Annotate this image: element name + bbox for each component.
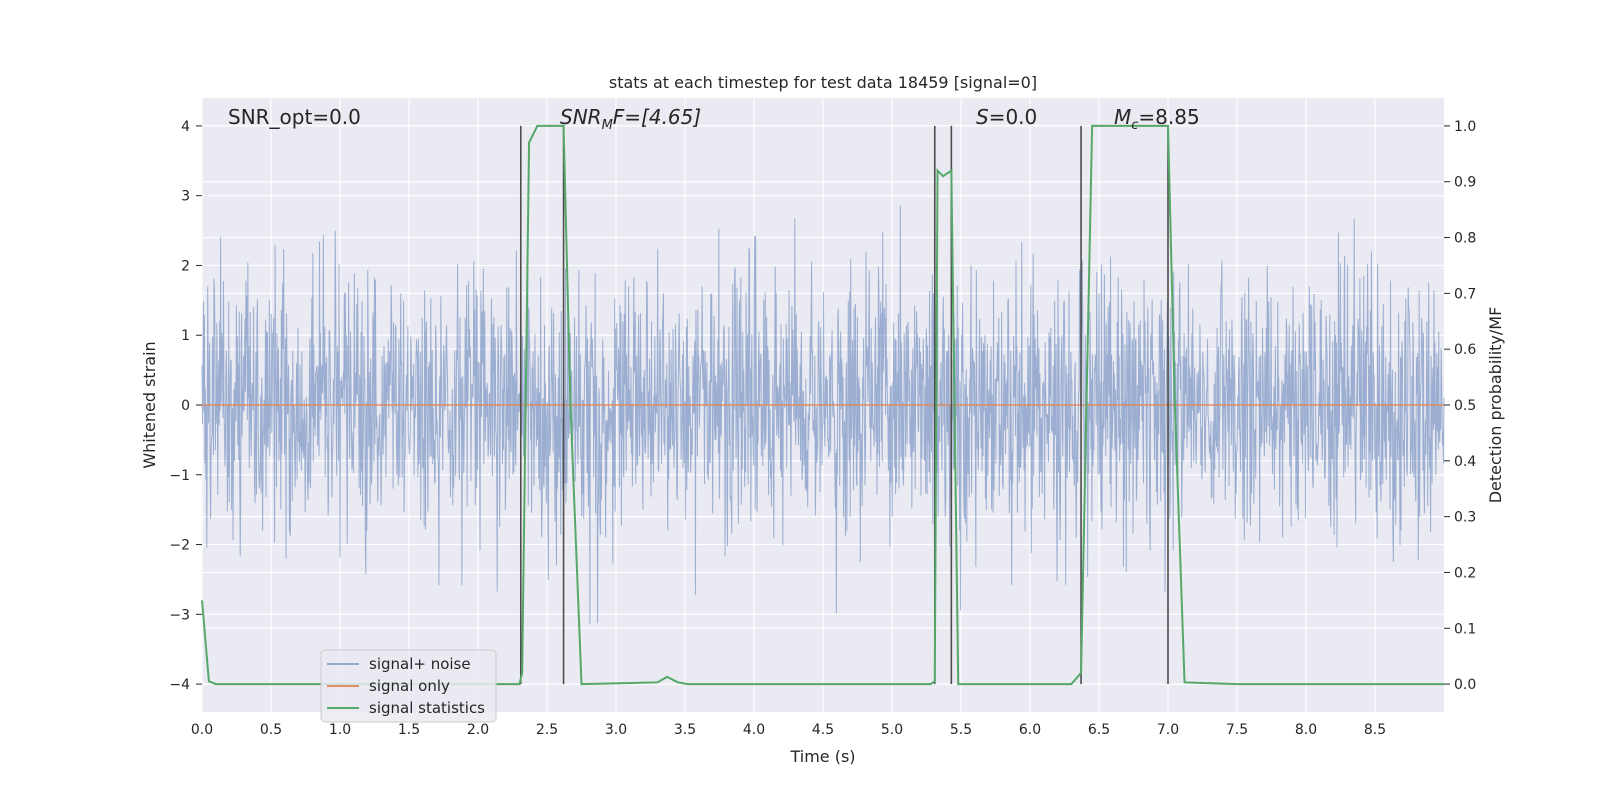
series-signal-noise [201, 205, 1445, 624]
legend-box [320, 649, 497, 723]
annotation-mc-rest: =8.85 [1138, 105, 1199, 129]
x-tick-label: 8.0 [1295, 722, 1317, 738]
legend-label-signal-noise: signal+ noise [369, 655, 471, 673]
annotation-mc: Mc=8.85 [1114, 105, 1200, 133]
y2-tick-label: 1.0 [1454, 119, 1476, 135]
x-tick-label: 6.5 [1088, 722, 1110, 738]
annotation-snr-mf-rest: F=[4.65] [613, 105, 701, 129]
annotation-s-rest: =0.0 [989, 105, 1038, 129]
annotation-snr-mf-sub: M [602, 118, 613, 133]
y-tick-label: −4 [169, 677, 190, 693]
x-tick-label: 0.5 [260, 722, 282, 738]
y-tick-label: 4 [181, 119, 190, 135]
x-tick-label: 5.0 [881, 722, 903, 738]
y-tick-label: −3 [169, 607, 190, 623]
y2-tick-label: 0.4 [1454, 454, 1476, 470]
legend: signal+ noise signal only signal statist… [320, 649, 497, 723]
y-tick-label: 2 [181, 258, 190, 274]
x-tick-label: 0.0 [191, 722, 213, 738]
x-tick-label: 4.5 [812, 722, 834, 738]
x-tick-label: 4.0 [743, 722, 765, 738]
y-axis-label: Whitened strain [140, 341, 159, 468]
annotation-snr-mf: SNRMF=[4.65] [560, 105, 701, 133]
x-tick-label: 3.0 [605, 722, 627, 738]
y2-tick-label: 0.0 [1454, 677, 1476, 693]
x-tick-label: 7.0 [1157, 722, 1179, 738]
y2-tick-label: 0.6 [1454, 342, 1476, 358]
annotation-s: S=0.0 [976, 105, 1037, 129]
annotation-mc-main: M [1114, 105, 1131, 129]
annotation-snr-mf-main: SNR [560, 105, 602, 129]
x-tick-label: 5.5 [950, 722, 972, 738]
y2-tick-label: 0.3 [1454, 510, 1476, 526]
x-axis-label: Time (s) [789, 747, 855, 766]
legend-label-signal-statistics: signal statistics [369, 699, 485, 717]
x-tick-label: 8.5 [1364, 722, 1386, 738]
x-tick-label: 3.5 [674, 722, 696, 738]
y-tick-label: 3 [181, 189, 190, 205]
legend-label-signal-only: signal only [369, 677, 450, 695]
y2-tick-label: 0.1 [1454, 621, 1476, 637]
chart-title: stats at each timestep for test data 184… [609, 73, 1037, 92]
y2-tick-label: 0.7 [1454, 286, 1476, 302]
y2-tick-label: 0.9 [1454, 175, 1476, 191]
x-tick-label: 2.5 [536, 722, 558, 738]
x-tick-label: 1.0 [329, 722, 351, 738]
series-signal-statistics [201, 124, 1444, 686]
ticks: 0.0 0.5 1.0 1.5 2.0 2.5 3.0 3.5 4.0 4.5 5.0 5.5 6.0 6… [169, 119, 1476, 738]
annotation-snr-opt: SNR_opt=0.0 [228, 105, 361, 129]
y-tick-label: 0 [181, 398, 190, 414]
x-tick-label: 6.0 [1019, 722, 1041, 738]
x-tick-label: 1.5 [398, 722, 420, 738]
y2-tick-label: 0.2 [1454, 565, 1476, 581]
x-tick-label: 2.0 [467, 722, 489, 738]
x-tick-label: 7.5 [1226, 722, 1248, 738]
y2-tick-label: 0.8 [1454, 231, 1476, 247]
y-tick-label: −2 [169, 538, 190, 554]
signal-statistics-line [201, 124, 1444, 686]
annotation-s-main: S [976, 105, 989, 129]
y2-axis-label: Detection probability/MF [1486, 307, 1505, 504]
annotation-mc-sub: c [1131, 118, 1138, 133]
y2-tick-label: 0.5 [1454, 398, 1476, 414]
y-tick-label: 1 [181, 328, 190, 344]
y-tick-label: −1 [169, 468, 190, 484]
signal-noise-line [201, 205, 1445, 624]
